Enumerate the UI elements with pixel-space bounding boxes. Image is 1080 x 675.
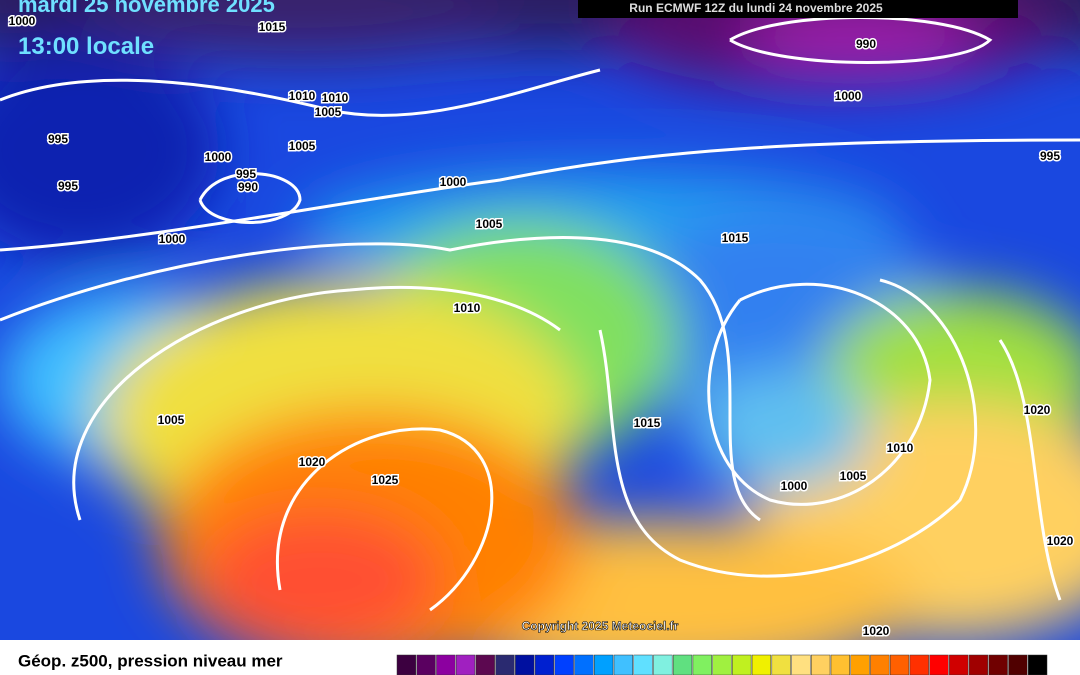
isobar-label: 995 [236,167,256,181]
date-title: mardi 25 novembre 2025 [18,0,275,17]
legend-swatch [455,654,476,675]
legend-swatch [692,654,712,675]
isobar-label: 1020 [299,455,326,469]
legend-swatch [929,654,949,675]
legend-swatch [495,654,515,675]
legend-swatch [949,654,969,675]
legend-caption: Géop. z500, pression niveau mer [18,651,283,670]
legend-swatch [396,654,416,675]
isobar-label: 995 [48,132,68,146]
legend-swatch [653,654,673,675]
legend-swatch [1008,654,1028,675]
isobar-label: 1000 [9,14,36,28]
legend-swatch [672,654,693,675]
legend-swatch [909,654,929,675]
time-title: 13:00 locale [18,33,154,60]
legend-swatch [751,654,772,675]
isobar-label: 1020 [863,624,890,638]
legend-swatch [416,654,436,675]
isobars [0,16,1080,612]
copyright: Copyright 2025 Meteociel.fr [522,619,679,633]
isobar-label: 1005 [315,105,342,119]
legend-swatch [732,654,752,675]
legend-swatch [850,654,870,675]
isobar-label: 995 [58,179,78,193]
isobar-label: 990 [856,37,876,51]
isobar-label: 1015 [634,416,661,430]
isobar-label: 1000 [781,479,808,493]
legend-swatch [771,654,791,675]
isobar-label: 1020 [1024,403,1051,417]
isobar-label: 1010 [887,441,914,455]
isobar-label: 1010 [454,301,481,315]
legend-swatch [968,654,989,675]
legend-swatch [791,654,811,675]
legend-swatch [712,654,732,675]
legend-swatch [534,654,555,675]
legend-swatch [988,654,1008,675]
legend-swatch [811,654,831,675]
legend-bar [396,654,1048,675]
legend-swatch [436,654,456,675]
run-banner [578,0,1018,18]
isobar-label: 990 [238,180,258,194]
legend-swatch [554,654,574,675]
isobar-label: 1020 [1047,534,1074,548]
isobar-label: 1025 [372,473,399,487]
run-text: Run ECMWF 12Z du lundi 24 novembre 2025 [629,1,883,15]
isobar-label: 1010 [289,89,316,103]
legend-swatch [830,654,850,675]
legend-swatch [574,654,594,675]
isobar-label: 1015 [722,231,749,245]
isobar-label: 1000 [159,232,186,246]
legend-swatch [594,654,614,675]
legend-swatch [633,654,653,675]
legend-swatch [475,654,495,675]
isobar-label: 995 [1040,149,1060,163]
isobar-label: 1005 [840,469,867,483]
legend-swatch [870,654,890,675]
isobar-label: 1005 [289,139,316,153]
isobar-label: 1015 [259,20,286,34]
isobar-label: 1000 [205,150,232,164]
legend-swatch [889,654,910,675]
legend-swatch [1028,654,1048,675]
isobar-label: 1005 [158,413,185,427]
isobar-label: 1000 [835,89,862,103]
isobar-label: 1010 [322,91,349,105]
legend-swatch [613,654,633,675]
isobar-label: 1000 [440,175,467,189]
legend-swatch [515,654,535,675]
isobar-label: 1005 [476,217,503,231]
